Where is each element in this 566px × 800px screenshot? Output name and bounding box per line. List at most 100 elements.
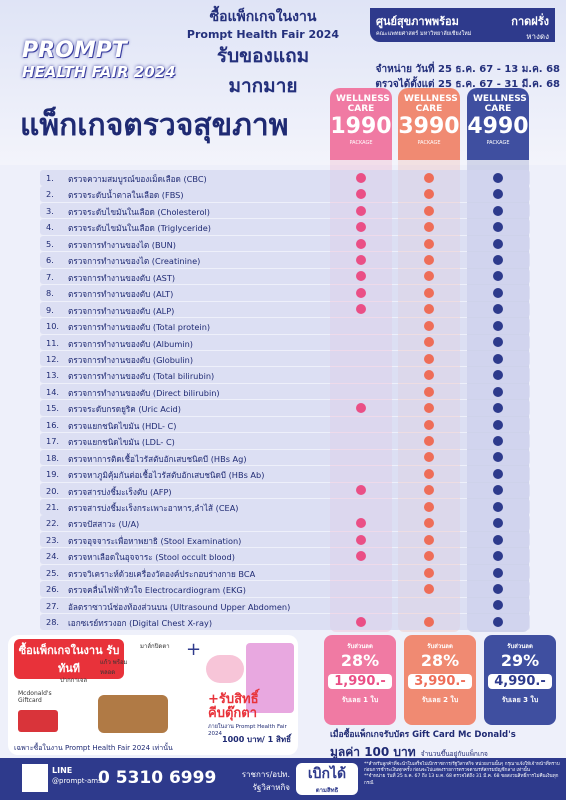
- package-name: WELLNESS CARE: [473, 94, 527, 114]
- fine-print: **สำหรับลูกค้าที่จะนำใบเสร็จไปเบิกราชการ…: [364, 762, 562, 787]
- fair-logo: PROMPT HEALTH FAIR 2024: [22, 38, 192, 98]
- item-name: ตรวจระดับไขมันในเลือด (Triglyceride): [68, 223, 211, 234]
- item-row: 5. ตรวจการทำงานของไต (BUN): [40, 235, 530, 252]
- included-dot: [493, 452, 503, 463]
- org-sub: คณะแพทยศาสตร์ มหาวิทยาลัยเชียงใหม่: [376, 31, 472, 37]
- included-dot: [424, 485, 434, 496]
- mcd-line: มูลค่า 100 บาท: [330, 745, 416, 759]
- discount-card: รับส่วนลด 28% 1,990.- รับเลย 1 ใบ: [324, 635, 396, 725]
- claw-sub: ภายในงาน Prompt Health Fair 2024: [208, 724, 287, 737]
- discount-card: รับส่วนลด 29% 4,990.- รับเลย 3 ใบ: [484, 635, 556, 725]
- item-number: 25.: [46, 567, 60, 578]
- item-row: 18. ตรวจหาการติดเชื้อไวรัสตับอักเสบชนิดบี…: [40, 449, 530, 466]
- included-dot: [493, 403, 503, 414]
- included-dot: [424, 419, 434, 430]
- included-dot: [493, 271, 503, 282]
- claw-price: 1000 บาท/ 1 สิทธิ์: [222, 735, 291, 744]
- included-dot: [424, 616, 434, 627]
- included-dot: [493, 337, 503, 348]
- fine-line: **จำหน่าย วันที่ 25 ธ.ค. 67 ถึง 13 ม.ค. …: [364, 774, 559, 786]
- claim-who: ราชการ/อปท. รัฐวิสาหกิจ: [241, 770, 290, 792]
- item-number: 11.: [46, 337, 60, 348]
- dates: จำหน่าย วันที่ 25 ธ.ค. 67 - 13 ม.ค. 68 ต…: [340, 62, 560, 92]
- included-dot: [424, 304, 434, 315]
- item-name: ตรวจการทำงานของตับ (Albumin): [68, 338, 193, 349]
- item-name: ตรวจการทำงานของตับ (AST): [68, 272, 176, 283]
- item-row: 3. ตรวจระดับไขมันในเลือด (Cholesterol): [40, 202, 530, 219]
- item-row: 21. ตรวจสารบ่งชี้มะเร็งกระเพาะอาหาร,ลำไส้…: [40, 499, 530, 515]
- item-name: ตรวจการทำงานของตับ (Total protein): [68, 322, 211, 333]
- item-number: 5.: [46, 238, 54, 249]
- plus: +: [186, 639, 202, 660]
- line-id: @prompt-ams: [52, 777, 102, 785]
- included-dot: [424, 353, 434, 364]
- included-dot: [424, 271, 434, 282]
- item-row: 25. ตรวจวิเคราะห์ด้วยเครื่องวัดองค์ประกอบ…: [40, 564, 530, 581]
- giftcard-count: รับเลย 2 ใบ: [421, 696, 459, 704]
- headline-line: Prompt Health Fair 2024: [186, 28, 340, 41]
- item-name: ตรวจระดับกรดยูริค (Uric Acid): [68, 404, 181, 415]
- item-row: 14. ตรวจการทำงานของตับ (Direct bilirubin): [40, 383, 530, 400]
- claw-machine-image: [246, 643, 294, 713]
- discount-label: รับส่วนลด: [347, 643, 373, 650]
- item-number: 27.: [46, 600, 60, 611]
- discount-price: 4,990.-: [488, 674, 552, 689]
- item-name: ตรวจวิเคราะห์ด้วยเครื่องวัดองค์ประกอบร่า…: [68, 568, 256, 579]
- included-dot: [356, 238, 366, 249]
- included-dot: [356, 485, 366, 496]
- item-row: 1. ตรวจความสมบูรณ์ของเม็ดเลือด (CBC): [40, 170, 530, 186]
- item-name: ตรวจการทำงานของตับ (ALP): [68, 305, 175, 316]
- item-row: 27. อัลตราซาวน์ช่องท้องส่วนบน (Ultrasound…: [40, 597, 530, 614]
- doll-image: [206, 655, 244, 683]
- discount-card: รับส่วนลด 28% 3,990.- รับเลย 2 ใบ: [404, 635, 476, 725]
- item-number: 21.: [46, 502, 60, 512]
- included-dot: [356, 616, 366, 627]
- included-dot: [424, 255, 434, 266]
- included-dot: [424, 403, 434, 414]
- item-name: ตรวจสารบ่งชี้มะเร็งกระเพาะอาหาร,ลำไส้ (C…: [68, 503, 239, 513]
- item-name: ตรวจการทำงานของตับ (Globulin): [68, 354, 194, 365]
- included-dot: [356, 222, 366, 233]
- package-header: WELLNESS CARE 4990 PACKAGE: [467, 88, 529, 160]
- item-row: 24. ตรวจหาเลือดในอุจจาระ (Stool occult bl…: [40, 548, 530, 564]
- item-number: 7.: [46, 271, 54, 282]
- gift-item: Mcdonald's Giftcard: [18, 690, 52, 704]
- item-name: ตรวจการทำงานของตับ (Direct bilirubin): [68, 387, 220, 398]
- included-dot: [493, 485, 503, 496]
- item-row: 6. ตรวจการทำงานของไต (Creatinine): [40, 252, 530, 268]
- item-name: ตรวจระดับไขมันในเลือด (Cholesterol): [68, 206, 210, 217]
- gift-item: มาส์กปิดตา: [140, 643, 170, 650]
- item-number: 18.: [46, 452, 60, 463]
- claim-text: ตามสิทธิ: [315, 787, 339, 794]
- included-dot: [424, 551, 434, 562]
- item-row: 20. ตรวจสารบ่งชี้มะเร็งตับ (AFP): [40, 482, 530, 499]
- mcd-line: เมื่อซื้อแพ็กเกจรับบัตร Gift Card Mc Don…: [330, 730, 516, 740]
- included-dot: [356, 172, 366, 183]
- included-dot: [424, 435, 434, 446]
- footer: LINE @prompt-ams 0 5310 6999 ราชการ/อปท.…: [0, 758, 566, 800]
- included-dot: [356, 189, 366, 200]
- phone: 0 5310 6999: [98, 768, 217, 788]
- included-dot: [424, 189, 434, 200]
- item-name: ตรวจการทำงานของไต (Creatinine): [68, 256, 201, 267]
- included-dot: [493, 255, 503, 266]
- qr-code: [22, 764, 48, 792]
- included-dot: [356, 518, 366, 529]
- item-number: 12.: [46, 353, 60, 364]
- included-dot: [424, 452, 434, 463]
- included-dot: [493, 419, 503, 430]
- item-row: 23. ตรวจอุจจาระเพื่อหาพยาธิ (Stool Examin…: [40, 531, 530, 548]
- included-dot: [493, 304, 503, 315]
- giftcard-count: รับเลย 3 ใบ: [501, 696, 539, 704]
- item-name: ตรวจปัสสาวะ (U/A): [68, 519, 140, 530]
- item-row: 4. ตรวจระดับไขมันในเลือด (Triglyceride): [40, 219, 530, 235]
- package-tag: PACKAGE: [486, 140, 510, 146]
- included-dot: [493, 616, 503, 627]
- org-badge: ศูนย์สุขภาพพร้อม คณะแพทยศาสตร์ มหาวิทยาล…: [370, 8, 555, 42]
- item-number: 2.: [46, 189, 54, 200]
- item-row: 13. ตรวจการทำงานของตับ (Total bilirubin): [40, 367, 530, 383]
- included-dot: [493, 205, 503, 216]
- branch: กาดฝรั่ง หางดง: [511, 12, 549, 43]
